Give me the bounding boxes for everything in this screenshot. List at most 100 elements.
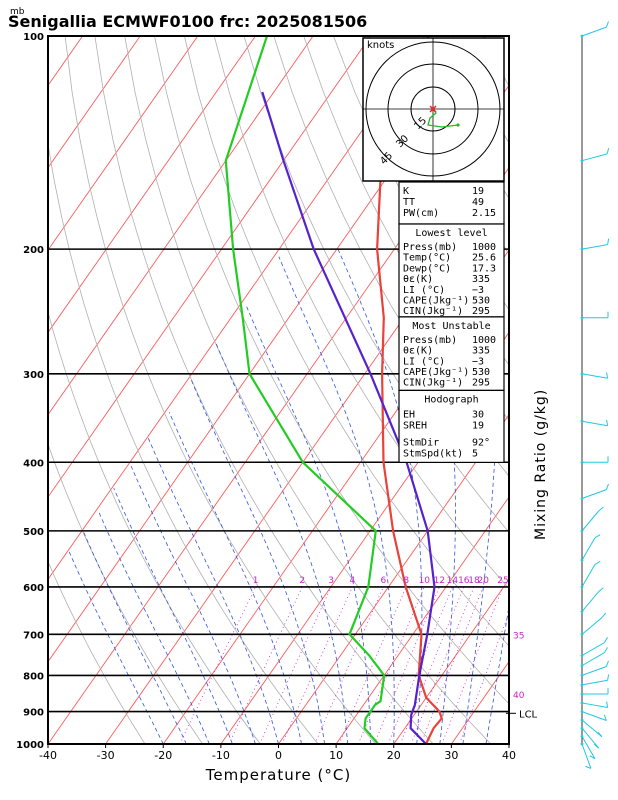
index-tt-value: 49 (472, 197, 484, 208)
mixing-ratio-label: 8 (403, 576, 409, 586)
pressure-tick-label: 100 (23, 32, 44, 43)
mixing-ratio-label: 14 (447, 576, 459, 586)
wind-barb-flag (607, 238, 610, 245)
mixing-ratio-line (281, 586, 353, 744)
temperature-tick-label: 30 (444, 749, 458, 762)
dry-adiabat-line (48, 310, 261, 744)
moist-adiabat-line (278, 256, 395, 744)
hodograph-stats-heading: Hodograph (424, 394, 478, 405)
lowest-level-row-label: CIN(Jkg⁻¹) (403, 306, 463, 317)
lowest-level-row-value: −3 (472, 285, 484, 296)
dry-adiabat-line (64, 36, 376, 744)
pressure-tick-label: 700 (23, 630, 44, 641)
lowest-level-row-label: LI (°C) (403, 285, 445, 296)
temperature-tick-label: -40 (39, 749, 57, 762)
pressure-tick-label: 600 (23, 583, 44, 594)
wind-barb-flag (606, 147, 610, 155)
wind-barb-flag (605, 21, 609, 28)
wind-barb-staff (581, 26, 607, 37)
pressure-tick-label: 300 (23, 370, 44, 381)
mixing-ratio-label: 10 (419, 576, 431, 586)
hodograph-stats-table (398, 389, 505, 463)
most-unstable-row-label: Press(mb) (403, 335, 457, 346)
wind-barb-flag (594, 534, 601, 539)
wind-barb-staff (581, 537, 596, 561)
temperature-tick-label: 10 (329, 749, 343, 762)
index-k-value: 19 (472, 186, 484, 197)
mixing-ratio-line (259, 586, 332, 744)
hodograph-stats-row-value: 30 (472, 409, 484, 420)
dry-adiabat-line (273, 36, 509, 477)
temperature-tick-label: 0 (275, 749, 282, 762)
mixing-ratio-label: 4 (350, 576, 356, 586)
lowest-level-row-label: θε(K) (403, 274, 433, 285)
moist-adiabat-line (98, 511, 210, 744)
hodograph-stats-row-value: 19 (472, 420, 484, 431)
mixing-ratio-label: 3 (328, 576, 334, 586)
wind-barb-staff (581, 617, 603, 635)
wind-barb-staff (581, 719, 603, 738)
pressure-tick-label: 900 (23, 708, 44, 719)
pressure-tick-label: 1000 (16, 740, 44, 751)
wind-barb-staff (581, 373, 608, 379)
lcl-label: LCL (519, 709, 538, 720)
mixing-ratio-label: 25 (497, 576, 508, 586)
mixing-ratio-label: 16 (458, 576, 470, 586)
dry-adiabat-line (184, 36, 509, 647)
chart-title: Senigallia ECMWF0100 frc: 2025081506 (8, 12, 367, 31)
moist-adiabat-line (130, 465, 256, 744)
hodograph-stats-row-label: SREH (403, 420, 427, 431)
dry-adiabat-label-35: 35 (513, 631, 524, 641)
most-unstable-row-value: −3 (472, 356, 484, 367)
wind-barb-staff (581, 727, 600, 749)
most-unstable-row-value: 295 (472, 378, 490, 389)
hodograph-trace-end (456, 123, 460, 127)
moist-adiabat-line (245, 305, 372, 744)
most-unstable-table (398, 316, 505, 391)
wind-barb-flag (594, 560, 601, 565)
hodograph-stats-row-value: 92° (472, 437, 490, 448)
isotherm-line (105, 166, 509, 744)
temperature-axis-label: Temperature (°C) (205, 766, 351, 784)
wind-barb-staff (581, 711, 607, 721)
dry-adiabat-line (513, 36, 618, 744)
isotherm-line (278, 413, 509, 744)
wind-barb-flag (604, 647, 608, 653)
moist-adiabat-line (68, 551, 164, 744)
wind-barb-flag (606, 701, 609, 708)
mixing-ratio-label: 2 (299, 576, 305, 586)
isotherm-line (48, 36, 429, 581)
temperature-tick-label: -10 (212, 749, 230, 762)
lowest-level-row-value: 17.3 (472, 263, 496, 274)
lowest-level-row-value: 295 (472, 306, 490, 317)
lowest-level-row-label: Press(mb) (403, 242, 457, 253)
isotherm-line (48, 36, 199, 251)
pressure-tick-label: 200 (23, 245, 44, 256)
dry-adiabat-line (243, 36, 509, 533)
mixing-ratio-label: 1 (253, 576, 259, 586)
wind-barb-flag (598, 506, 604, 512)
wind-barb-dot (580, 701, 584, 705)
temperature-tick-label: -30 (97, 749, 115, 762)
hodograph-ring-15 (410, 86, 456, 132)
moist-adiabat-line (485, 603, 509, 744)
wind-barb-staff (581, 642, 605, 656)
wind-barb-flag (597, 731, 603, 738)
most-unstable-row-value: 530 (472, 367, 490, 378)
dry-adiabat-line (572, 36, 618, 744)
wind-barb-flag (605, 660, 609, 667)
most-unstable-heading: Most Unstable (412, 321, 490, 332)
hodograph-stats-row-label: StmSpd(kt) (403, 448, 463, 459)
mixing-ratio-label: 12 (434, 576, 445, 586)
lowest-level-row-value: 335 (472, 274, 490, 285)
hodograph-unit-label: knots (367, 40, 394, 51)
wind-barb-flag (603, 714, 607, 721)
lowest-level-table (398, 223, 505, 318)
storm-motion-marker (429, 105, 437, 113)
wind-barb-staff (581, 489, 607, 499)
wind-barb-flag (607, 674, 610, 681)
temperature-tick-label: 40 (502, 749, 516, 762)
mixing-ratio-line (374, 586, 440, 744)
moist-adiabat-line (168, 412, 302, 744)
most-unstable-row-label: CAPE(Jkg⁻¹) (403, 367, 469, 378)
